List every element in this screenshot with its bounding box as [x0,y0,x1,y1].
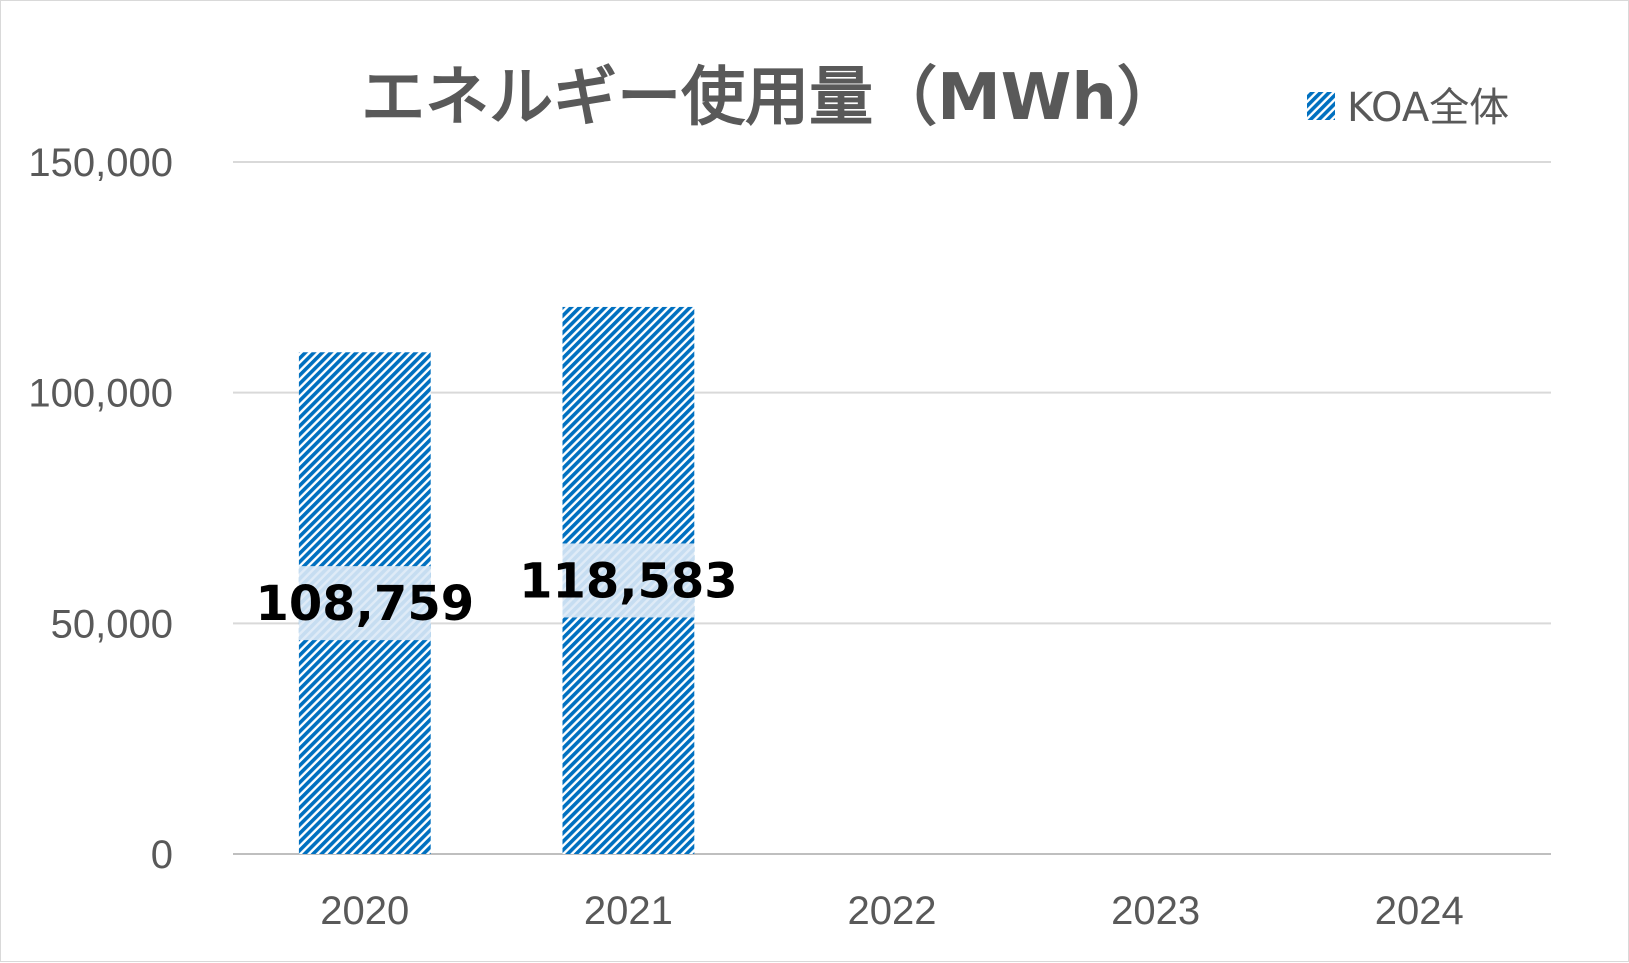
y-tick-label: 150,000 [28,141,173,185]
y-tick-label: 0 [151,833,173,877]
x-tick-label: 2022 [848,889,937,933]
legend: KOA全体 [1307,85,1509,131]
data-label-background [562,543,695,618]
data-label-2021: 118,583 [519,553,738,609]
y-tick-label: 50,000 [51,602,173,646]
data-label-2020: 108,759 [255,576,474,632]
y-tick-label: 100,000 [28,372,173,416]
y-axis: 0 50,000 100,000 150,000 [28,141,173,877]
legend-swatch [1307,92,1335,120]
x-tick-label: 2024 [1375,889,1464,933]
data-label-background [298,566,431,641]
legend-label: KOA全体 [1347,85,1509,131]
data-labels: 108,759 118,583 [255,543,738,641]
x-tick-label: 2023 [1111,889,1200,933]
chart-title: エネルギー使用量（MWh） [361,61,1181,135]
x-axis: 2020 2021 2022 2023 2024 [320,889,1463,933]
gridlines [233,161,1551,855]
x-tick-label: 2020 [320,889,409,933]
x-tick-label: 2021 [584,889,673,933]
